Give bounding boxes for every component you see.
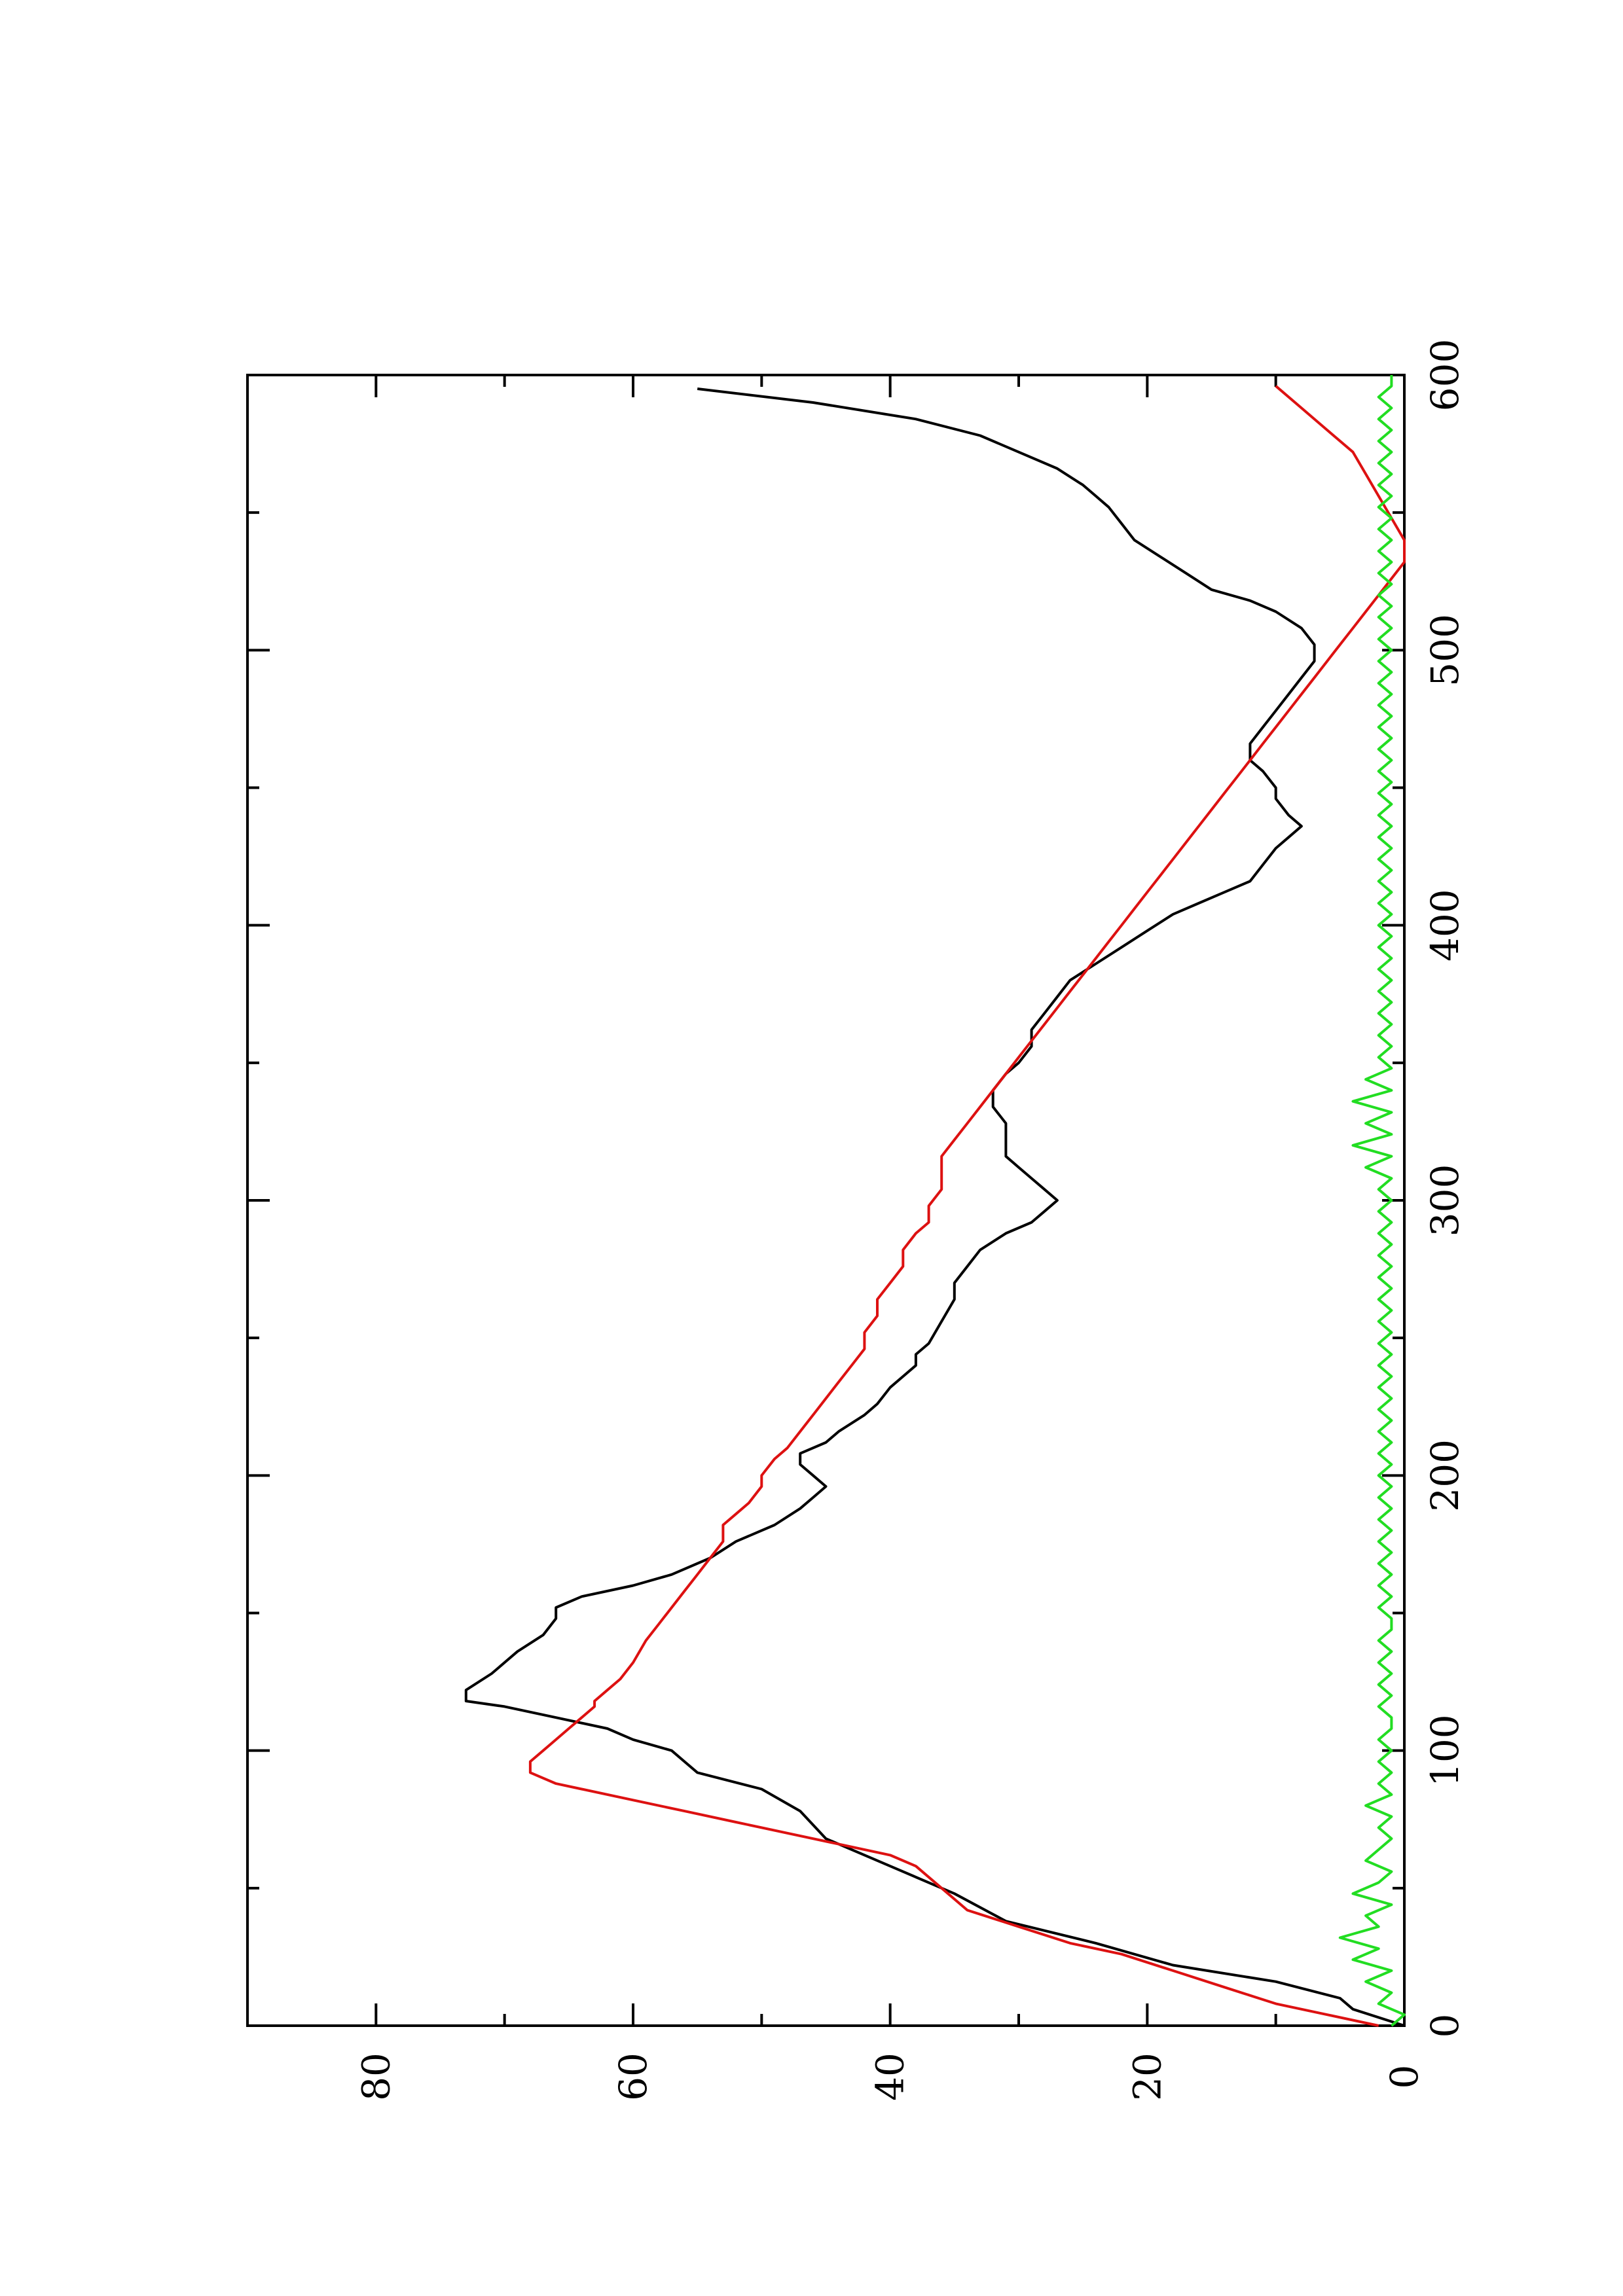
x-tick-label: 100 xyxy=(1423,1714,1467,1787)
plot-frame xyxy=(246,374,1406,2027)
x-tick-label: 500 xyxy=(1423,614,1467,687)
series-line-black xyxy=(464,387,1405,2027)
x-tick-label: 300 xyxy=(1423,1164,1467,1237)
y-tick-label: 80 xyxy=(354,2053,398,2101)
y-tick-label: 0 xyxy=(1382,2065,1427,2089)
x-tick-label: 400 xyxy=(1423,889,1467,961)
y-tick-label: 60 xyxy=(611,2053,655,2101)
y-tick-label: 20 xyxy=(1125,2053,1169,2101)
x-tick-label: 0 xyxy=(1423,2014,1467,2038)
x-tick-label: 200 xyxy=(1423,1439,1467,1512)
x-tick-label: 600 xyxy=(1423,339,1467,412)
series-line-green xyxy=(1338,375,1406,2027)
series-line-red xyxy=(528,385,1406,2027)
plot-layer: 0 100 200 300 400 500 600 0 20 40 60 80 xyxy=(246,339,1467,2101)
y-tick-label: 40 xyxy=(868,2053,913,2101)
